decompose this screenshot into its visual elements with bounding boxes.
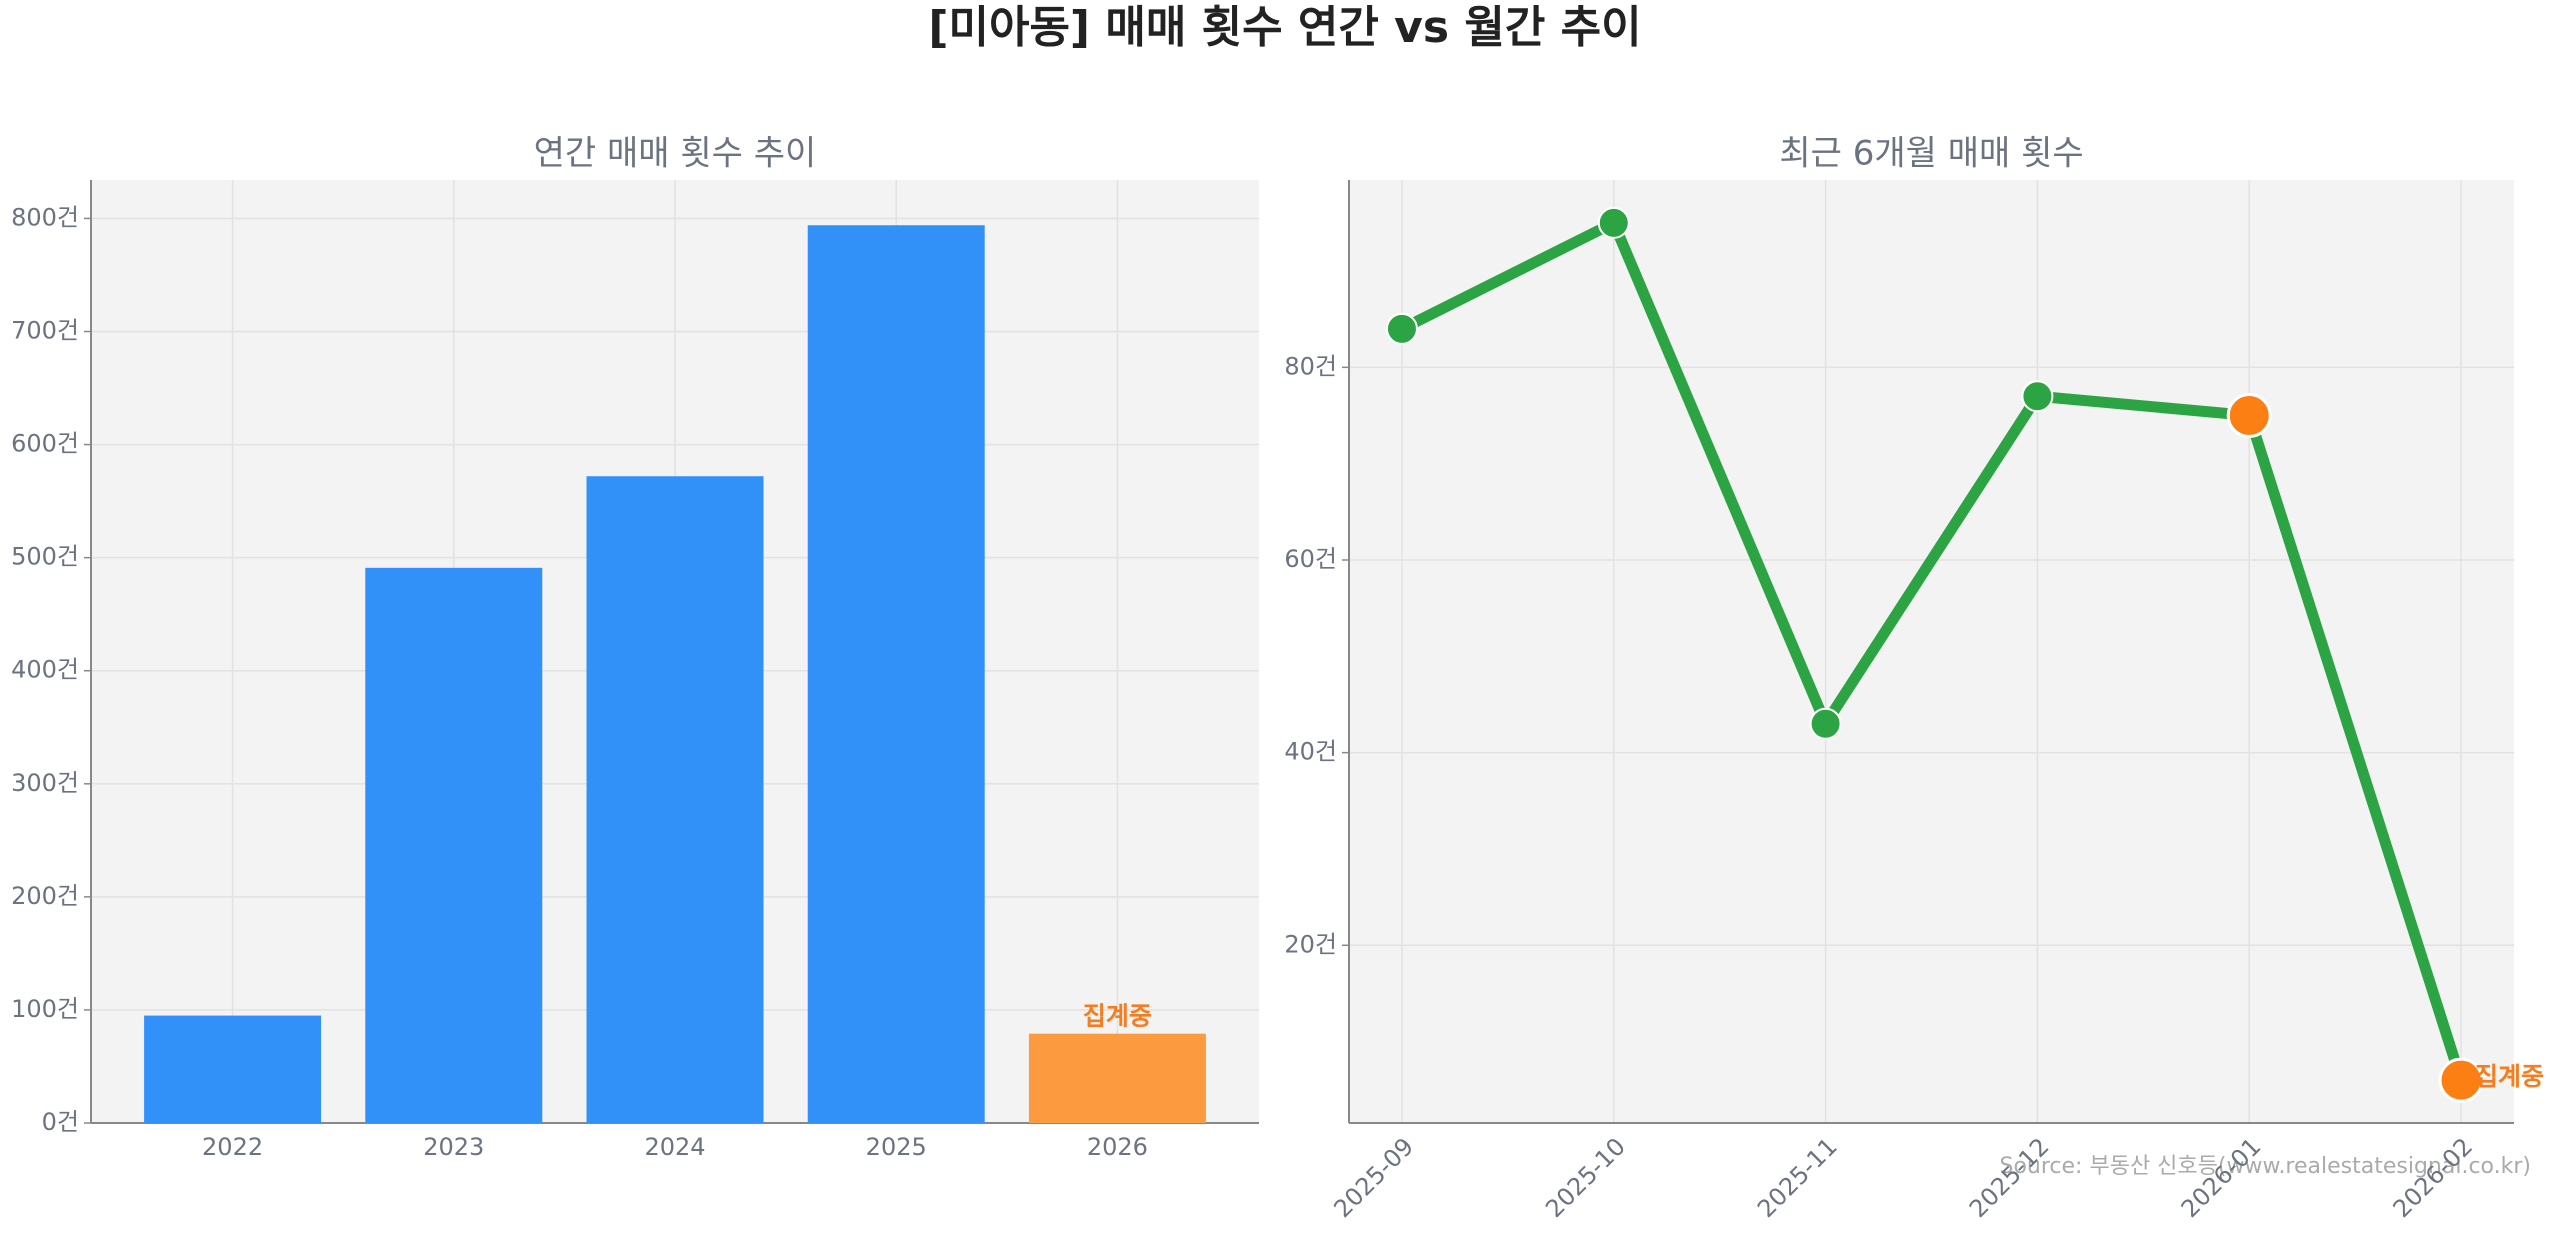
plot-area: [1349, 180, 2514, 1123]
source: Source: 부동산 신호등(www.realestatesignal.co.…: [2000, 1154, 2532, 1179]
y-tick-label: 800건: [11, 203, 79, 231]
figure-title: [미아동] 매매 횟수 연간 vs 월간 추이: [928, 2, 1641, 53]
marker: [2226, 393, 2272, 439]
marker: [1597, 206, 1630, 239]
bar: [144, 1015, 322, 1123]
bar: [807, 225, 985, 1124]
annotation: 집계중: [1083, 1002, 1152, 1031]
x-tick-label: 2025-10: [1540, 1132, 1631, 1223]
x-tick-label: 2022: [202, 1133, 263, 1161]
x-tick-label: 2024: [644, 1133, 705, 1161]
x-tick-label: 2023: [423, 1133, 484, 1161]
y-tick-label: 400건: [11, 656, 79, 684]
y-tick-label: 40건: [1284, 738, 1337, 766]
x-tick-label: 2025-09: [1328, 1132, 1419, 1223]
x-tick-label: 2026: [1087, 1133, 1148, 1161]
y-tick-label: 20건: [1284, 930, 1337, 958]
marker: [2438, 1057, 2484, 1103]
y-tick-label: 600건: [11, 430, 79, 458]
line: [1399, 217, 2467, 1082]
y-tick-label: 500건: [11, 543, 79, 571]
marker: [2021, 380, 2054, 413]
marker: [1809, 707, 1842, 740]
bar: [365, 567, 543, 1123]
y-tick-label: 0건: [42, 1108, 79, 1136]
bar: [1028, 1033, 1206, 1123]
y-tick-label: 60건: [1284, 545, 1337, 573]
bar: [586, 476, 764, 1124]
subplot-title: 연간 매매 횟수 추이: [534, 134, 817, 174]
y-tick-label: 80건: [1284, 352, 1337, 380]
subplot-title: 최근 6개월 매매 횟수: [1779, 134, 2083, 174]
y-tick-label: 200건: [11, 882, 79, 910]
annotation: 집계중: [2475, 1062, 2544, 1091]
marker: [1385, 312, 1418, 345]
x-tick-label: 2025-11: [1752, 1132, 1843, 1223]
y-tick-label: 100건: [11, 995, 79, 1023]
x-tick-label: 2025: [866, 1133, 927, 1161]
y-tick-label: 700건: [11, 317, 79, 345]
y-tick-label: 300건: [11, 769, 79, 797]
